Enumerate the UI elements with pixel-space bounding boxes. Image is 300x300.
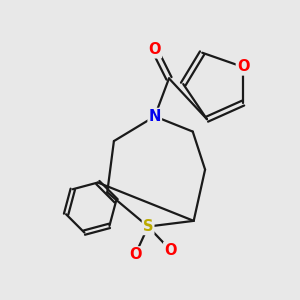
Text: N: N: [148, 109, 161, 124]
Text: O: O: [129, 247, 141, 262]
Text: O: O: [164, 243, 177, 258]
Text: O: O: [148, 42, 161, 57]
Text: S: S: [143, 219, 153, 234]
Text: O: O: [237, 59, 249, 74]
